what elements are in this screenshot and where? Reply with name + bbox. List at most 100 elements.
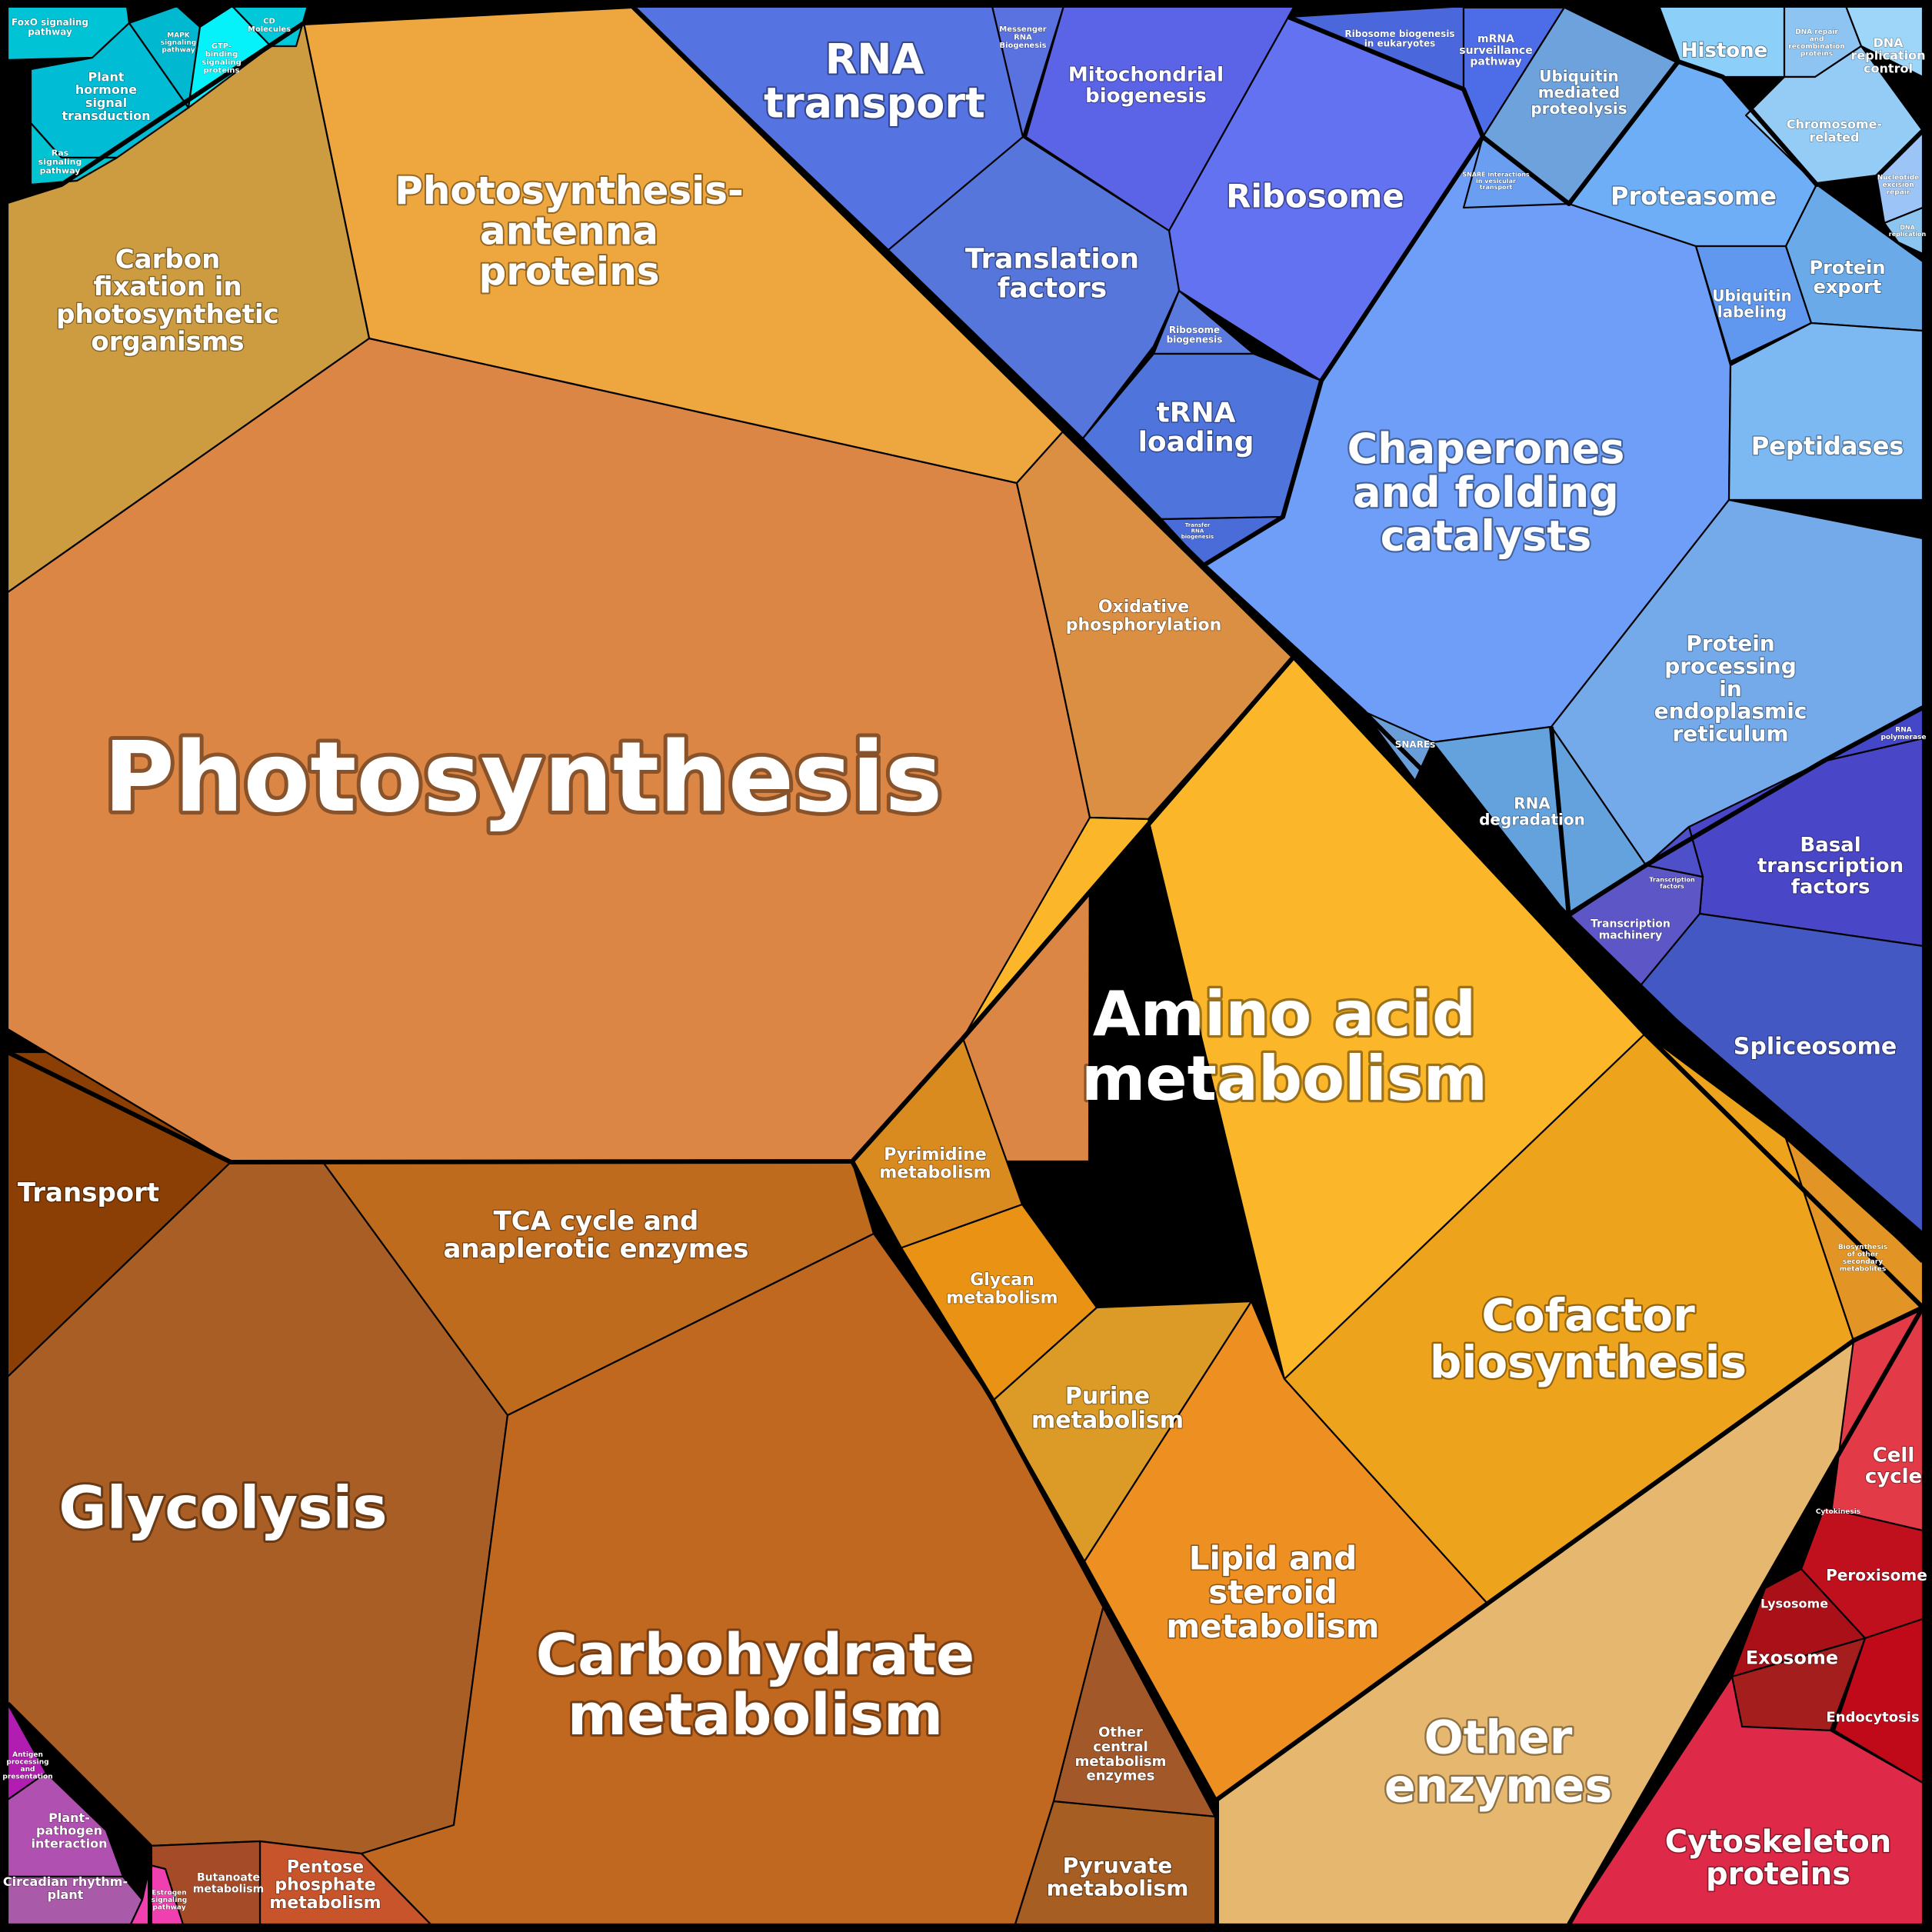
cell-peptidases [1727, 321, 1924, 501]
label-line: Ubiquitin [1712, 287, 1791, 305]
label-transcription-factors: Transcription factors [1649, 877, 1695, 890]
label-line: processing [1664, 653, 1797, 678]
label-line: Carbon [115, 244, 221, 275]
label-line: loading [1138, 427, 1254, 458]
label-line: labeling [1717, 303, 1787, 321]
label-line: Lipid and [1189, 1540, 1357, 1577]
label-line: antenna [480, 209, 658, 254]
label-line: Photosynthesis [104, 721, 943, 834]
label-line: Plant- [48, 1810, 90, 1825]
label-line: interaction [31, 1836, 107, 1850]
label-line: RNA [1014, 34, 1032, 42]
label-line: metabolism [269, 1894, 381, 1913]
label-line: Lysosome [1760, 1597, 1828, 1611]
label-line: steroid [1208, 1574, 1337, 1611]
label-line: Cofactor [1481, 1289, 1695, 1341]
label-line: phosphorylation [1066, 615, 1222, 635]
group-border [1287, 4, 1681, 206]
label-line: tRNA [1157, 398, 1236, 429]
label-ubiquitin-mediated-proteolysis: Ubiquitin mediated proteolysis [1531, 67, 1627, 118]
label-lysosome: Lysosome [1760, 1597, 1828, 1611]
label-line: Other [1424, 1711, 1573, 1765]
label-line: Protein [1810, 257, 1886, 278]
label-line: metabolism [1047, 1876, 1189, 1901]
label-line: Messenger [999, 25, 1046, 34]
label-line: enzymes [1087, 1768, 1155, 1784]
label-line: Transport [18, 1178, 159, 1208]
label-line: Peptidases [1751, 431, 1904, 461]
label-line: DNA repair [1795, 28, 1838, 36]
label-rna-degradation: RNA degradation [1479, 794, 1585, 829]
label-line: Protein [1686, 631, 1774, 656]
label-line: in vesicular [1476, 178, 1516, 185]
label-line: mediated [1538, 83, 1621, 102]
label-line: Endocytosis [1826, 1709, 1919, 1725]
label-foxo-signaling-pathway: FoxO signaling pathway [12, 17, 88, 38]
label-cofactor-biosynthesis: Cofactor biosynthesis [1430, 1289, 1747, 1388]
label-line: and folding [1353, 468, 1619, 517]
label-line: catalysts [1381, 512, 1592, 561]
label-line: phosphate [275, 1876, 375, 1895]
label-line: metabolites [1840, 1265, 1886, 1273]
label-line: signaling [38, 157, 82, 167]
label-line: transcription [1757, 854, 1904, 878]
label-line: machinery [1599, 929, 1663, 941]
label-basal-transcription-factors: Basal transcription factors [1757, 834, 1904, 899]
label-line: factors [1660, 883, 1684, 890]
label-line: proteolysis [1531, 99, 1627, 118]
label-mrna-surveillance-pathway: mRNA surveillance pathway [1459, 33, 1532, 68]
label-gtp-binding-signaling-proteins: GTP-binding signaling proteins [202, 42, 242, 75]
label-ribosome-biogenesis-in-eukaryotes: Ribosome biogenesis in eukaryotes [1344, 28, 1454, 49]
label-line: degradation [1479, 811, 1585, 829]
label-line: Chaperones [1347, 425, 1625, 473]
label-line: SNARE interactions [1462, 171, 1530, 178]
label-line: proteins [1706, 1857, 1850, 1892]
label-line: Antigen [12, 1751, 43, 1759]
label-line: control [1864, 61, 1913, 75]
label-line: Oxidative [1098, 598, 1189, 617]
cell-protein-export [1784, 183, 1924, 332]
label-line: Transfer [1185, 522, 1211, 528]
label-line: Basal [1800, 834, 1860, 857]
cell-ras-signaling-pathway [29, 122, 118, 186]
label-line: pathogen [36, 1824, 102, 1838]
label-messenger-rna-biogenesis: Messenger RNA Biogenesis [999, 25, 1046, 50]
label-line: Pentose [287, 1858, 364, 1877]
label-line: RNA [1191, 528, 1204, 534]
label-cd-molecules: CD Molecules [248, 17, 291, 34]
label-line: surveillance [1459, 45, 1532, 57]
label-dna-replication: DNA replication [1889, 225, 1927, 238]
label-line: fixation in [93, 271, 242, 302]
label-other-enzymes: Other enzymes [1384, 1711, 1612, 1814]
label-line: polymerase [1880, 734, 1926, 741]
label-line: Pyrimidine [884, 1145, 987, 1164]
label-line: replication [1851, 48, 1926, 63]
label-glycan-metabolism: Glycan metabolism [946, 1271, 1058, 1307]
label-snare-interactions-in-vesicular-transport: SNARE interactions in vesicular transport [1462, 171, 1530, 191]
label-line: binding [205, 50, 238, 58]
label-line: signaling [202, 58, 242, 67]
label-chromosome-related: Chromosome-related [1787, 117, 1882, 145]
group-border [1655, 5, 1925, 187]
label-line: RNA [825, 35, 924, 84]
label-dna-repair-and-recombination-proteins: DNA repair and recombination proteins [1788, 28, 1844, 58]
label-line: Cell [1873, 1444, 1915, 1467]
label-pyruvate-metabolism: Pyruvate metabolism [1047, 1853, 1189, 1900]
label-line: Cytoskeleton [1665, 1824, 1891, 1860]
label-glycolysis: Glycolysis [58, 1474, 387, 1542]
label-line: transduction [62, 108, 150, 123]
label-carbohydrate-metabolism: Carbohydrate metabolism [536, 1622, 974, 1748]
label-histone: Histone [1681, 39, 1768, 62]
label-line: Ribosome [1169, 325, 1220, 335]
group-border [1202, 135, 1485, 568]
label-line: metabolism [568, 1682, 943, 1748]
group-border [5, 1701, 152, 1924]
label-nucleotide-excision-repair: Nucleotide excision repair [1877, 175, 1920, 197]
label-line: FoxO signaling [12, 17, 88, 28]
label-line: proteins [203, 66, 239, 75]
label-plant-pathogen-interaction: Plant-pathogen interaction [31, 1810, 107, 1851]
label-line: Plant [88, 69, 124, 84]
label-line: Proteasome [1611, 182, 1777, 211]
